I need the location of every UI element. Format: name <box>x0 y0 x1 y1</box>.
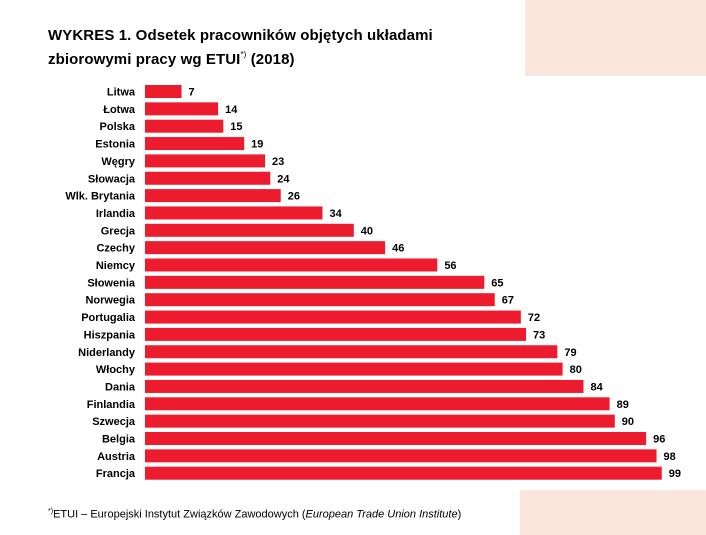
category-label: Wlk. Brytania <box>65 191 136 203</box>
category-label: Łotwa <box>103 104 136 116</box>
value-label: 79 <box>564 347 576 359</box>
bar <box>145 258 438 272</box>
bar <box>145 362 563 376</box>
value-label: 72 <box>528 312 540 324</box>
bar <box>145 119 224 133</box>
value-label: 40 <box>361 225 373 237</box>
bar <box>145 432 647 445</box>
decorative-panel-bottom <box>520 490 706 535</box>
category-label: Niderlandy <box>78 347 136 359</box>
footnote-mark: *) <box>48 508 54 515</box>
bar <box>145 466 662 480</box>
bar-chart: Litwa 7 Łotwa 14 Polska 15 Estonia 19 Węgry 23 Sło… <box>65 85 681 480</box>
value-label: 26 <box>288 191 300 203</box>
footnote: *)ETUI – Europejski Instytut Związków Za… <box>48 505 461 522</box>
value-label: 14 <box>225 104 238 116</box>
bar <box>145 275 485 289</box>
chart-title-line1: WYKRES 1. Odsetek pracowników objętych u… <box>48 27 433 44</box>
value-label: 23 <box>272 156 284 168</box>
bar <box>145 223 354 237</box>
bar <box>145 345 558 359</box>
value-label: 46 <box>392 243 404 255</box>
chart-title-footnote-mark: *) <box>240 50 247 59</box>
category-label: Włochy <box>96 364 136 376</box>
decorative-panel-top <box>525 0 706 76</box>
chart-title: WYKRES 1. Odsetek pracowników objętych u… <box>48 26 518 70</box>
bar <box>145 397 610 411</box>
category-label: Francja <box>96 468 136 480</box>
category-label: Słowenia <box>87 277 136 289</box>
value-label: 99 <box>669 468 681 480</box>
footnote-close: ) <box>457 508 462 521</box>
value-label: 65 <box>491 277 503 289</box>
bar <box>145 154 266 168</box>
bar <box>145 137 245 151</box>
footnote-text: ETUI – Europejski Instytut Związków Zawo… <box>53 508 306 521</box>
bar <box>145 414 615 428</box>
value-label: 80 <box>570 364 582 376</box>
category-label: Węgry <box>101 156 136 168</box>
bar <box>145 327 527 341</box>
footnote-italic: European Trade Union Institute <box>305 508 458 521</box>
value-label: 84 <box>590 381 603 393</box>
category-label: Polska <box>100 121 136 133</box>
category-label: Niemcy <box>96 260 136 272</box>
value-label: 56 <box>444 260 456 272</box>
category-label: Słowacja <box>88 173 136 185</box>
category-label: Norwegia <box>85 295 135 307</box>
category-label: Hiszpania <box>84 329 136 341</box>
chart-title-line2: zbiorowymi pracy wg ETUI*) (2018) <box>48 46 518 70</box>
category-label: Irlandia <box>96 208 136 220</box>
bar <box>145 189 281 203</box>
category-label: Austria <box>97 451 136 463</box>
value-label: 24 <box>277 173 290 185</box>
bar <box>145 102 219 116</box>
category-label: Estonia <box>95 139 136 151</box>
category-label: Dania <box>105 381 136 393</box>
value-label: 34 <box>329 208 342 220</box>
category-label: Portugalia <box>81 312 136 324</box>
bar <box>145 293 495 307</box>
value-label: 19 <box>251 139 263 151</box>
bar <box>145 379 584 393</box>
bar <box>145 241 386 255</box>
bar <box>145 449 657 463</box>
bar <box>145 85 182 98</box>
value-label: 73 <box>533 329 545 341</box>
value-label: 90 <box>622 416 634 428</box>
bar <box>145 171 271 185</box>
category-label: Litwa <box>107 87 136 99</box>
value-label: 98 <box>664 451 676 463</box>
category-label: Szwecja <box>92 416 136 428</box>
value-label: 15 <box>230 121 242 133</box>
category-label: Finlandia <box>87 399 136 411</box>
category-label: Czechy <box>96 243 135 255</box>
value-label: 67 <box>502 295 514 307</box>
chart-title-main: zbiorowymi pracy wg ETUI <box>48 51 241 68</box>
bar <box>145 310 521 324</box>
category-label: Belgia <box>102 434 136 446</box>
category-label: Grecja <box>101 225 136 237</box>
value-label: 7 <box>189 87 195 99</box>
bar <box>145 206 323 220</box>
value-label: 89 <box>617 399 629 411</box>
value-label: 96 <box>653 434 665 446</box>
chart-title-year: (2018) <box>246 51 295 68</box>
